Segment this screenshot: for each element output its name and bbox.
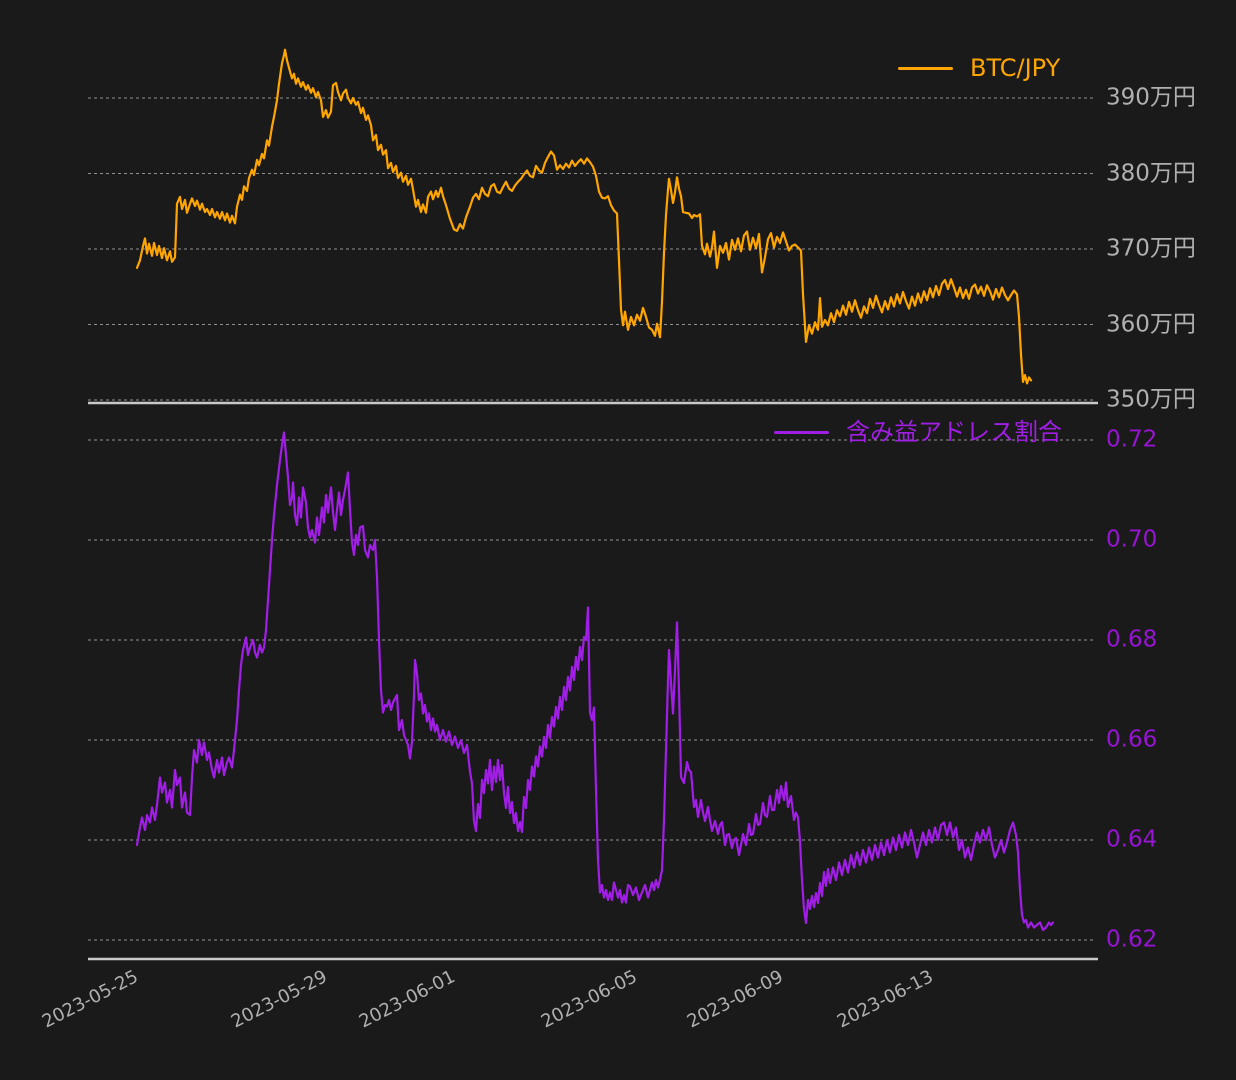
y-tick-label: 350万円 — [1106, 386, 1196, 413]
y-tick-label: 0.64 — [1106, 826, 1158, 853]
y-tick-label: 0.62 — [1106, 926, 1158, 953]
y-tick-label: 0.70 — [1106, 526, 1158, 553]
y-tick-label: 360万円 — [1106, 311, 1196, 337]
y-tick-label: 370万円 — [1106, 235, 1196, 262]
y-tick-label: 0.68 — [1106, 626, 1158, 653]
y-tick-label: 0.72 — [1106, 426, 1158, 453]
y-tick-label: 390万円 — [1106, 84, 1196, 111]
y-tick-label: 0.66 — [1106, 726, 1158, 753]
y-tick-label: 380万円 — [1106, 160, 1196, 186]
